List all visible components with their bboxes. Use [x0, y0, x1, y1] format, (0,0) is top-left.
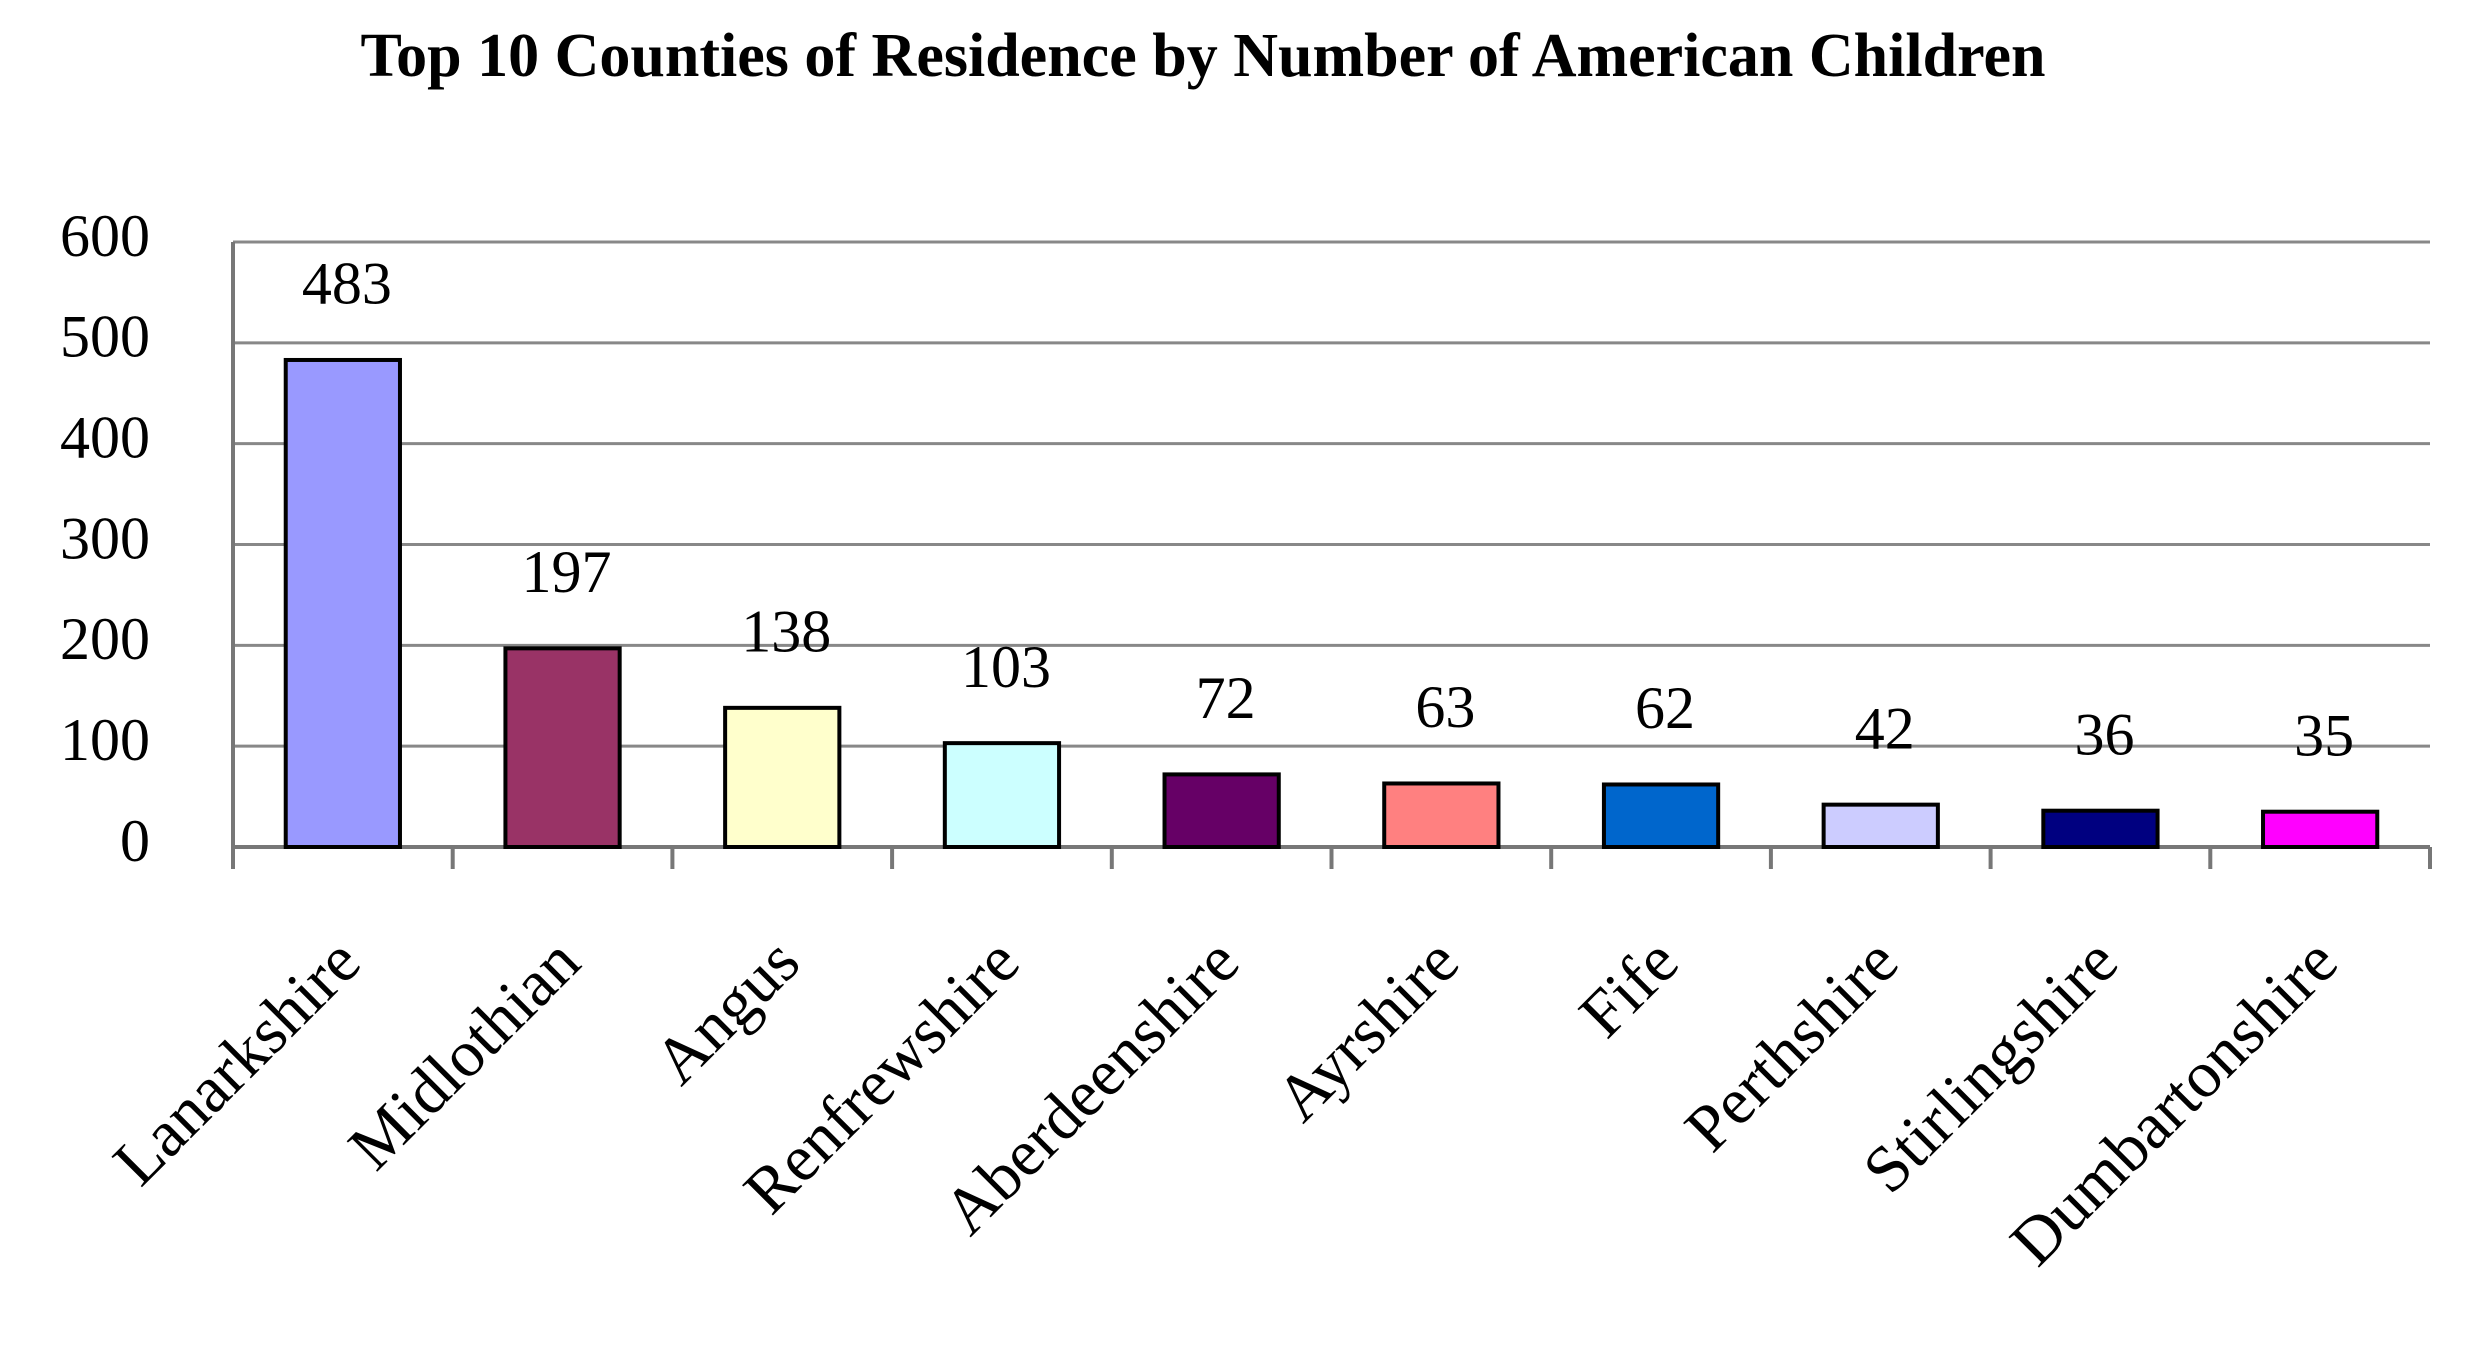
chart-title: Top 10 Counties of Residence by Number o…	[361, 22, 2046, 90]
data-label: 63	[1415, 674, 1475, 740]
y-tick-label: 0	[120, 808, 150, 874]
bar	[2041, 808, 2160, 850]
bar	[1382, 781, 1501, 849]
data-label: 197	[522, 539, 612, 605]
y-tick-label: 100	[60, 707, 150, 773]
x-tick-label: Angus	[640, 925, 813, 1098]
data-label: 42	[1855, 695, 1915, 761]
y-tick-label: 200	[60, 606, 150, 672]
bar	[283, 357, 402, 849]
y-tick-label: 300	[60, 505, 150, 571]
data-label: 72	[1196, 665, 1256, 731]
data-label: 36	[2074, 701, 2134, 767]
bar	[503, 646, 622, 849]
data-label: 103	[961, 634, 1051, 700]
x-tick-label: Ayrshire	[1262, 925, 1473, 1136]
bar	[2261, 809, 2380, 849]
x-tick-label: Fife	[1566, 925, 1693, 1052]
y-tick-label: 500	[60, 304, 150, 370]
data-label: 483	[302, 251, 392, 317]
bar	[942, 741, 1062, 849]
data-label: 62	[1635, 675, 1695, 741]
x-tick-label: Lanarkshire	[100, 925, 374, 1199]
y-tick-label: 400	[60, 404, 150, 470]
bar	[723, 705, 842, 849]
y-tick-label: 600	[60, 203, 150, 269]
x-tick-label: Midlothian	[335, 925, 594, 1184]
data-label: 138	[741, 599, 831, 665]
bar	[1162, 772, 1281, 850]
data-label: 35	[2294, 702, 2354, 768]
bar	[1821, 802, 1940, 850]
bar	[1601, 782, 1721, 850]
